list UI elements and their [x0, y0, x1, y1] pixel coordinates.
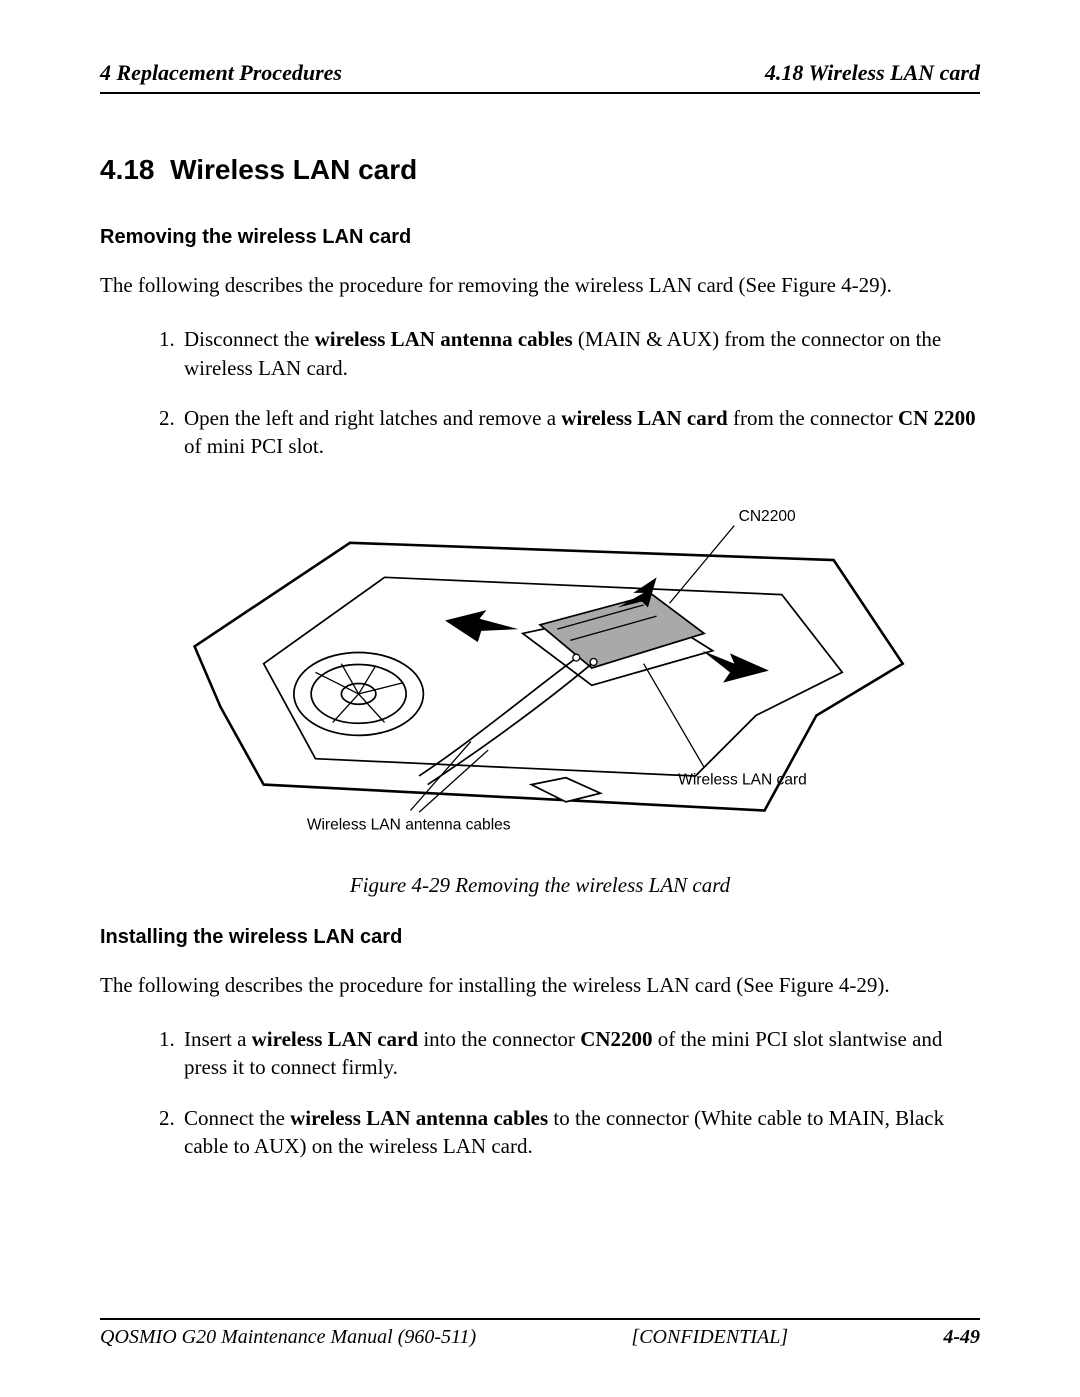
label-cn2200: CN2200: [739, 508, 796, 525]
removing-steps: Disconnect the wireless LAN antenna cabl…: [172, 325, 980, 460]
text-fragment: Disconnect the: [184, 327, 315, 351]
bold-fragment: wireless LAN card: [252, 1027, 418, 1051]
section-number: 4.18: [100, 154, 155, 185]
text-fragment: into the connector: [418, 1027, 580, 1051]
installing-step-2: Connect the wireless LAN antenna cables …: [180, 1104, 980, 1161]
footer-left: QOSMIO G20 Maintenance Manual (960-511): [100, 1326, 476, 1349]
installing-step-1: Insert a wireless LAN card into the conn…: [180, 1025, 980, 1082]
header-left: 4 Replacement Procedures: [100, 60, 342, 86]
footer-center: [CONFIDENTIAL]: [631, 1326, 788, 1349]
bold-fragment: wireless LAN card: [561, 406, 727, 430]
label-antenna-cables: Wireless LAN antenna cables: [307, 816, 511, 833]
removing-step-2: Open the left and right latches and remo…: [180, 404, 980, 461]
installing-heading: Installing the wireless LAN card: [100, 926, 980, 949]
text-fragment: Connect the: [184, 1106, 290, 1130]
footer-page-number: 4-49: [943, 1326, 980, 1349]
section-name: Wireless LAN card: [170, 154, 417, 185]
text-fragment: Open the left and right latches and remo…: [184, 406, 561, 430]
page-footer: QOSMIO G20 Maintenance Manual (960-511) …: [100, 1318, 980, 1349]
bold-fragment: CN2200: [580, 1027, 652, 1051]
figure-caption: Figure 4-29 Removing the wireless LAN ca…: [100, 873, 980, 898]
section-title: 4.18 Wireless LAN card: [100, 154, 980, 186]
removing-heading: Removing the wireless LAN card: [100, 226, 980, 249]
label-wlan-card: Wireless LAN card: [678, 771, 807, 788]
header-right: 4.18 Wireless LAN card: [765, 60, 980, 86]
page-header: 4 Replacement Procedures 4.18 Wireless L…: [100, 60, 980, 94]
bold-fragment: CN 2200: [898, 406, 976, 430]
installing-steps: Insert a wireless LAN card into the conn…: [172, 1025, 980, 1160]
text-fragment: Insert a: [184, 1027, 252, 1051]
installing-intro: The following describes the procedure fo…: [100, 971, 980, 999]
removing-intro: The following describes the procedure fo…: [100, 271, 980, 299]
removing-step-1: Disconnect the wireless LAN antenna cabl…: [180, 325, 980, 382]
bold-fragment: wireless LAN antenna cables: [290, 1106, 548, 1130]
diagram-svg: CN2200 Wireless LAN card Wireless LAN an…: [160, 483, 920, 853]
text-fragment: from the connector: [728, 406, 898, 430]
figure-4-29: CN2200 Wireless LAN card Wireless LAN an…: [100, 483, 980, 853]
bold-fragment: wireless LAN antenna cables: [315, 327, 573, 351]
text-fragment: of mini PCI slot.: [184, 434, 324, 458]
